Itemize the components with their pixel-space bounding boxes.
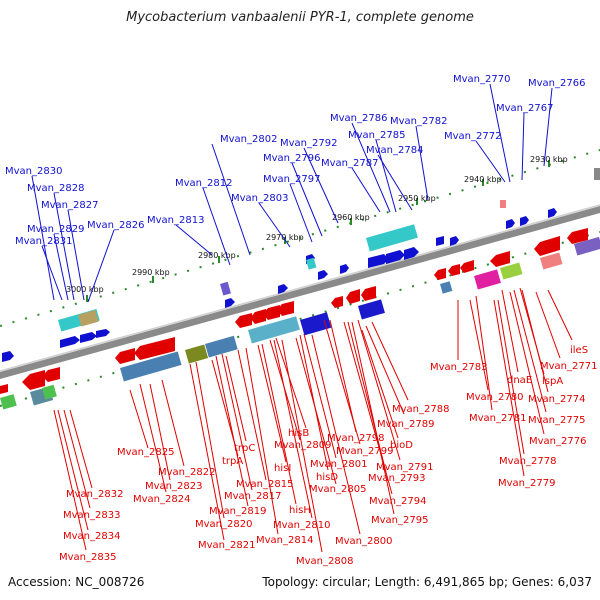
gene-label-forward: Mvan_2826 [87, 220, 144, 231]
gene-label-reverse: Mvan_2809 [274, 440, 331, 451]
gene-label-reverse: Mvan_2824 [133, 494, 190, 505]
reverse-strand-genes [0, 228, 588, 394]
gene-label-reverse: Mvan_2774 [528, 394, 585, 405]
gene-label-forward: Mvan_2766 [528, 78, 585, 89]
gene-label-reverse: Mvan_2793 [368, 473, 425, 484]
kbp-label: 2980 kbp [198, 251, 236, 260]
gene-label-reverse: hisI [274, 463, 291, 474]
forward-strand-genes [2, 208, 557, 362]
gene-label-reverse: Mvan_2780 [466, 392, 523, 403]
gene-label-reverse: trpC [234, 443, 255, 454]
gene-label-reverse: dnaE [507, 375, 532, 386]
gene-label-reverse: Mvan_2820 [195, 519, 252, 530]
kbp-label: 2930 kbp [530, 155, 568, 164]
outer-tick-track [0, 149, 600, 327]
gene-label-forward: Mvan_2813 [147, 215, 204, 226]
reverse-gene-labels: ileS Mvan_2771 Mvan_2783 dnaE lspA Mvan_… [59, 345, 597, 567]
gene-label-reverse: Mvan_2799 [336, 446, 393, 457]
gene-label-reverse: bioD [390, 440, 413, 451]
gene-label-reverse: Mvan_2795 [371, 515, 428, 526]
reverse-leader-lines [53, 287, 573, 553]
gene-label-reverse: Mvan_2805 [309, 484, 366, 495]
gene-label-reverse: Mvan_2815 [236, 479, 293, 490]
kbp-label: 3000 kbp [66, 285, 104, 294]
forward-leader-lines [31, 83, 553, 303]
gene-label-forward: Mvan_2802 [220, 134, 277, 145]
gene-label-forward: Mvan_2803 [231, 193, 288, 204]
gene-label-forward: Mvan_2770 [453, 74, 510, 85]
gene-label-reverse: hisB [288, 428, 309, 439]
gene-label-reverse: Mvan_2771 [540, 361, 597, 372]
gene-label-reverse: Mvan_2791 [376, 462, 433, 473]
gene-label-forward: Mvan_2828 [27, 183, 84, 194]
kbp-label: 2990 kbp [132, 268, 170, 277]
gene-label-forward: Mvan_2830 [5, 166, 62, 177]
gene-label-reverse: Mvan_2778 [499, 456, 556, 467]
gene-label-forward: Mvan_2786 [330, 113, 387, 124]
gene-label-forward: Mvan_2792 [280, 138, 337, 149]
gene-label-reverse: hisD [316, 472, 338, 483]
gene-label-reverse: Mvan_2833 [63, 510, 120, 521]
gene-label-reverse: Mvan_2823 [145, 481, 202, 492]
gene-label-reverse: Mvan_2775 [528, 415, 585, 426]
kbp-label: 2940 kbp [464, 175, 502, 184]
forward-gene-labels: Mvan_2770 Mvan_2766 Mvan_2767 Mvan_2772 … [5, 74, 585, 247]
gene-label-reverse: hisH [289, 505, 311, 516]
gene-label-reverse: Mvan_2810 [273, 520, 330, 531]
gene-label-reverse: Mvan_2822 [158, 467, 215, 478]
gene-label-reverse: Mvan_2800 [335, 536, 392, 547]
accession-label: Accession: NC_008726 [8, 575, 145, 589]
gene-label-forward: Mvan_2782 [390, 116, 447, 127]
gene-label-forward: Mvan_2767 [496, 103, 553, 114]
gene-label-reverse: Mvan_2817 [224, 491, 281, 502]
gene-label-reverse: Mvan_2825 [117, 447, 174, 458]
gene-label-forward: Mvan_2812 [175, 178, 232, 189]
gene-label-forward: Mvan_2784 [366, 145, 423, 156]
kbp-label: 2950 kbp [398, 194, 436, 203]
gene-label-reverse: Mvan_2834 [63, 531, 120, 542]
gene-label-reverse: Mvan_2783 [430, 362, 487, 373]
gene-label-reverse: Mvan_2798 [327, 433, 384, 444]
gene-label-forward: Mvan_2829 [27, 224, 84, 235]
gene-label-forward: Mvan_2827 [41, 200, 98, 211]
map-title: Mycobacterium vanbaalenii PYR-1, complet… [126, 10, 474, 25]
gene-label-reverse: ileS [570, 345, 588, 356]
genome-backbone [0, 206, 600, 379]
gene-label-reverse: Mvan_2819 [209, 506, 266, 517]
kbp-labels: 2930 kbp 2940 kbp 2950 kbp 2960 kbp 2970… [66, 155, 568, 294]
gene-label-forward: Mvan_2787 [321, 158, 378, 169]
gene-label-forward: Mvan_2831 [15, 236, 72, 247]
gene-label-reverse: Mvan_2801 [310, 459, 367, 470]
gene-label-reverse: Mvan_2779 [498, 478, 555, 489]
kbp-label: 2970 kbp [266, 233, 304, 242]
gene-label-reverse: Mvan_2789 [377, 419, 434, 430]
gene-label-reverse: Mvan_2814 [256, 535, 313, 546]
gene-label-reverse: Mvan_2832 [66, 489, 123, 500]
gene-label-forward: Mvan_2796 [263, 153, 320, 164]
kbp-label: 2960 kbp [332, 213, 370, 222]
gene-label-reverse: Mvan_2821 [198, 540, 255, 551]
gene-label-reverse: Mvan_2808 [296, 556, 353, 567]
gene-label-reverse: Mvan_2835 [59, 552, 116, 563]
topology-label: Topology: circular; Length: 6,491,865 bp… [262, 575, 592, 589]
gene-label-reverse: lspA [542, 376, 563, 387]
gene-label-reverse: Mvan_2776 [529, 436, 586, 447]
feature-blocks [0, 168, 600, 410]
gene-label-reverse: trpA [222, 456, 243, 467]
gene-label-reverse: Mvan_2788 [392, 404, 449, 415]
gene-label-forward: Mvan_2797 [263, 174, 320, 185]
gene-label-forward: Mvan_2772 [444, 131, 501, 142]
gene-label-reverse: Mvan_2794 [369, 496, 426, 507]
gene-label-reverse: Mvan_2781 [469, 413, 526, 424]
gene-label-forward: Mvan_2785 [348, 130, 405, 141]
